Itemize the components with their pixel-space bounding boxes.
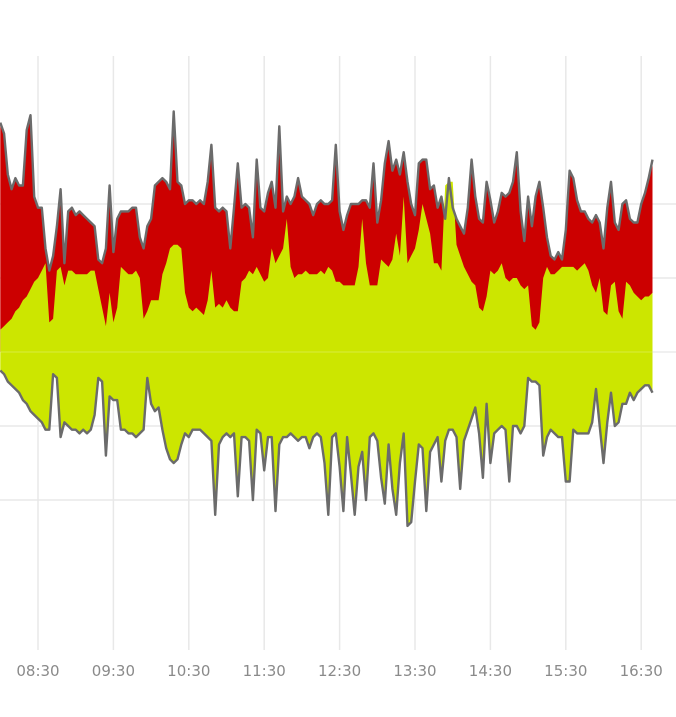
series-area-inner-upper-band <box>0 181 653 352</box>
x-axis-ticks: 08:30 09:30 10:30 11:30 12:30 13:30 14:30 15:30… <box>16 662 662 680</box>
series-outline-lower-band <box>0 369 654 528</box>
series-area-lower-band <box>0 352 653 526</box>
x-tick-label: 12:30 <box>318 662 361 680</box>
x-tick-label: 14:30 <box>469 662 512 680</box>
x-tick-label: 13:30 <box>393 662 436 680</box>
x-tick-label: 09:30 <box>92 662 135 680</box>
x-tick-label: 10:30 <box>167 662 210 680</box>
series-outline-outer-upper-band <box>0 110 654 272</box>
series-areas <box>0 110 676 528</box>
x-tick-label: 16:30 <box>620 662 663 680</box>
x-tick-label: 11:30 <box>243 662 286 680</box>
x-tick-label: 08:30 <box>16 662 59 680</box>
x-tick-label: 15:30 <box>544 662 587 680</box>
